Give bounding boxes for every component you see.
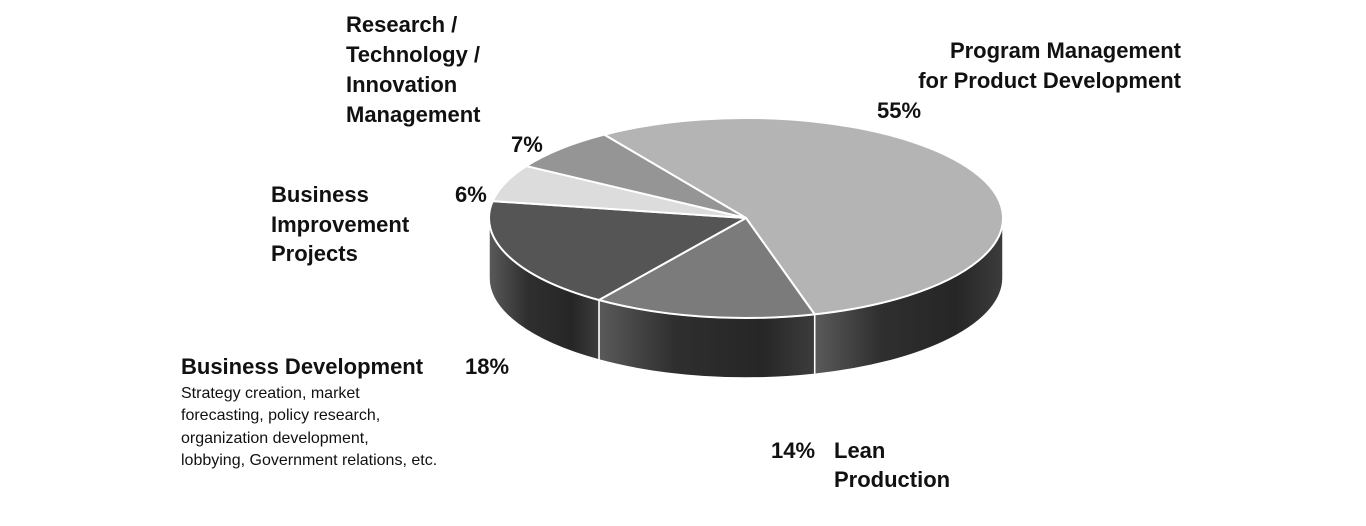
label-improvement: Business Improvement Projects 6%	[271, 182, 487, 266]
label-business-development-desc-3: organization development,	[181, 430, 369, 447]
label-program: Program Management for Product Developme…	[877, 38, 1182, 123]
pie-slice-program	[603, 117, 1004, 316]
pie-slice-research	[525, 133, 747, 219]
label-research-line-4: Management	[346, 102, 481, 127]
pie-slice-lean	[597, 217, 816, 319]
label-program-value: 55%	[877, 98, 921, 123]
label-business-development: Business Development 18% Strategy creati…	[181, 354, 509, 469]
label-business-development-desc-2: forecasting, policy research,	[181, 407, 380, 424]
label-program-line-1: Program Management	[950, 38, 1182, 63]
label-improvement-line-1: Business	[271, 182, 369, 207]
label-lean-value: 14%	[771, 438, 815, 463]
pie-top	[488, 117, 1004, 319]
label-improvement-line-3: Projects	[271, 241, 358, 266]
label-research: Research / Technology / Innovation Manag…	[346, 12, 543, 157]
label-business-development-desc-1: Strategy creation, market	[181, 385, 360, 402]
label-program-line-2: for Product Development	[918, 68, 1181, 93]
label-business-development-title: Business Development	[181, 354, 424, 379]
label-research-line-1: Research /	[346, 12, 457, 37]
label-research-value: 7%	[511, 132, 543, 157]
label-research-line-2: Technology /	[346, 42, 480, 67]
label-research-line-3: Innovation	[346, 72, 457, 97]
label-lean-line-1: Lean	[834, 438, 885, 463]
label-improvement-value: 6%	[455, 182, 487, 207]
label-business-development-value: 18%	[465, 354, 509, 379]
label-improvement-line-2: Improvement	[271, 212, 410, 237]
label-business-development-desc-4: lobbying, Government relations, etc.	[181, 452, 437, 469]
label-lean: 14% Lean Production	[771, 438, 950, 492]
pie-slice-business-development	[488, 200, 747, 302]
label-lean-line-2: Production	[834, 467, 950, 492]
